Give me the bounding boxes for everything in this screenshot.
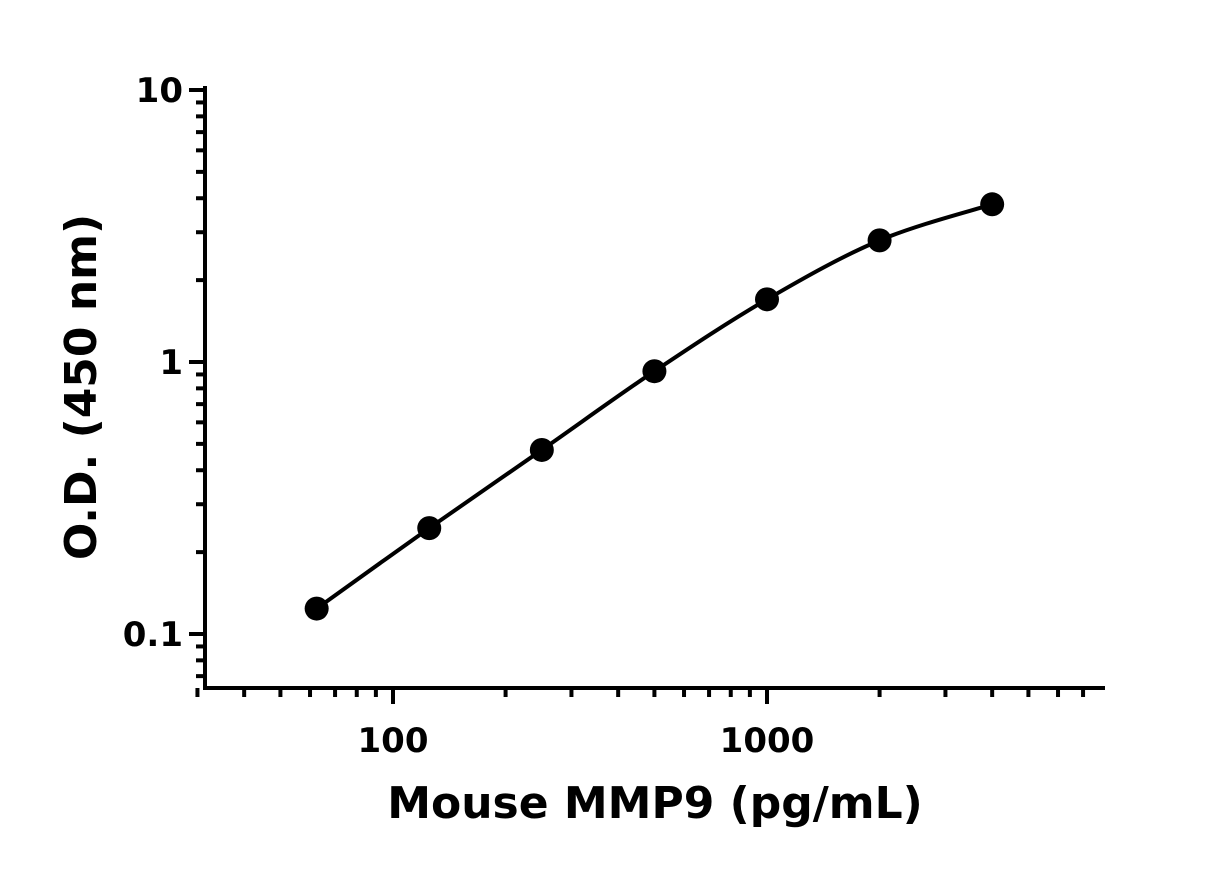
- axes: 0.1 1 10 100 1000: [123, 71, 1105, 761]
- data-point: [529, 437, 554, 462]
- data-point: [304, 596, 329, 621]
- x-tick-label: 100: [358, 721, 429, 761]
- fit-curve: [315, 202, 993, 611]
- y-tick-label: 0.1: [123, 615, 183, 655]
- data-point: [417, 516, 442, 541]
- x-axis-title: Mouse MMP9 (pg/mL): [387, 778, 923, 829]
- data-point: [755, 287, 779, 312]
- x-tick-label: 1000: [720, 721, 815, 761]
- data-point: [980, 192, 1005, 217]
- y-axis-title: O.D. (450 nm): [56, 214, 107, 560]
- data-point: [642, 359, 667, 384]
- y-tick-label: 10: [136, 71, 183, 111]
- y-tick-label: 1: [159, 343, 183, 383]
- data-point: [867, 228, 892, 253]
- data-points: [304, 192, 1005, 621]
